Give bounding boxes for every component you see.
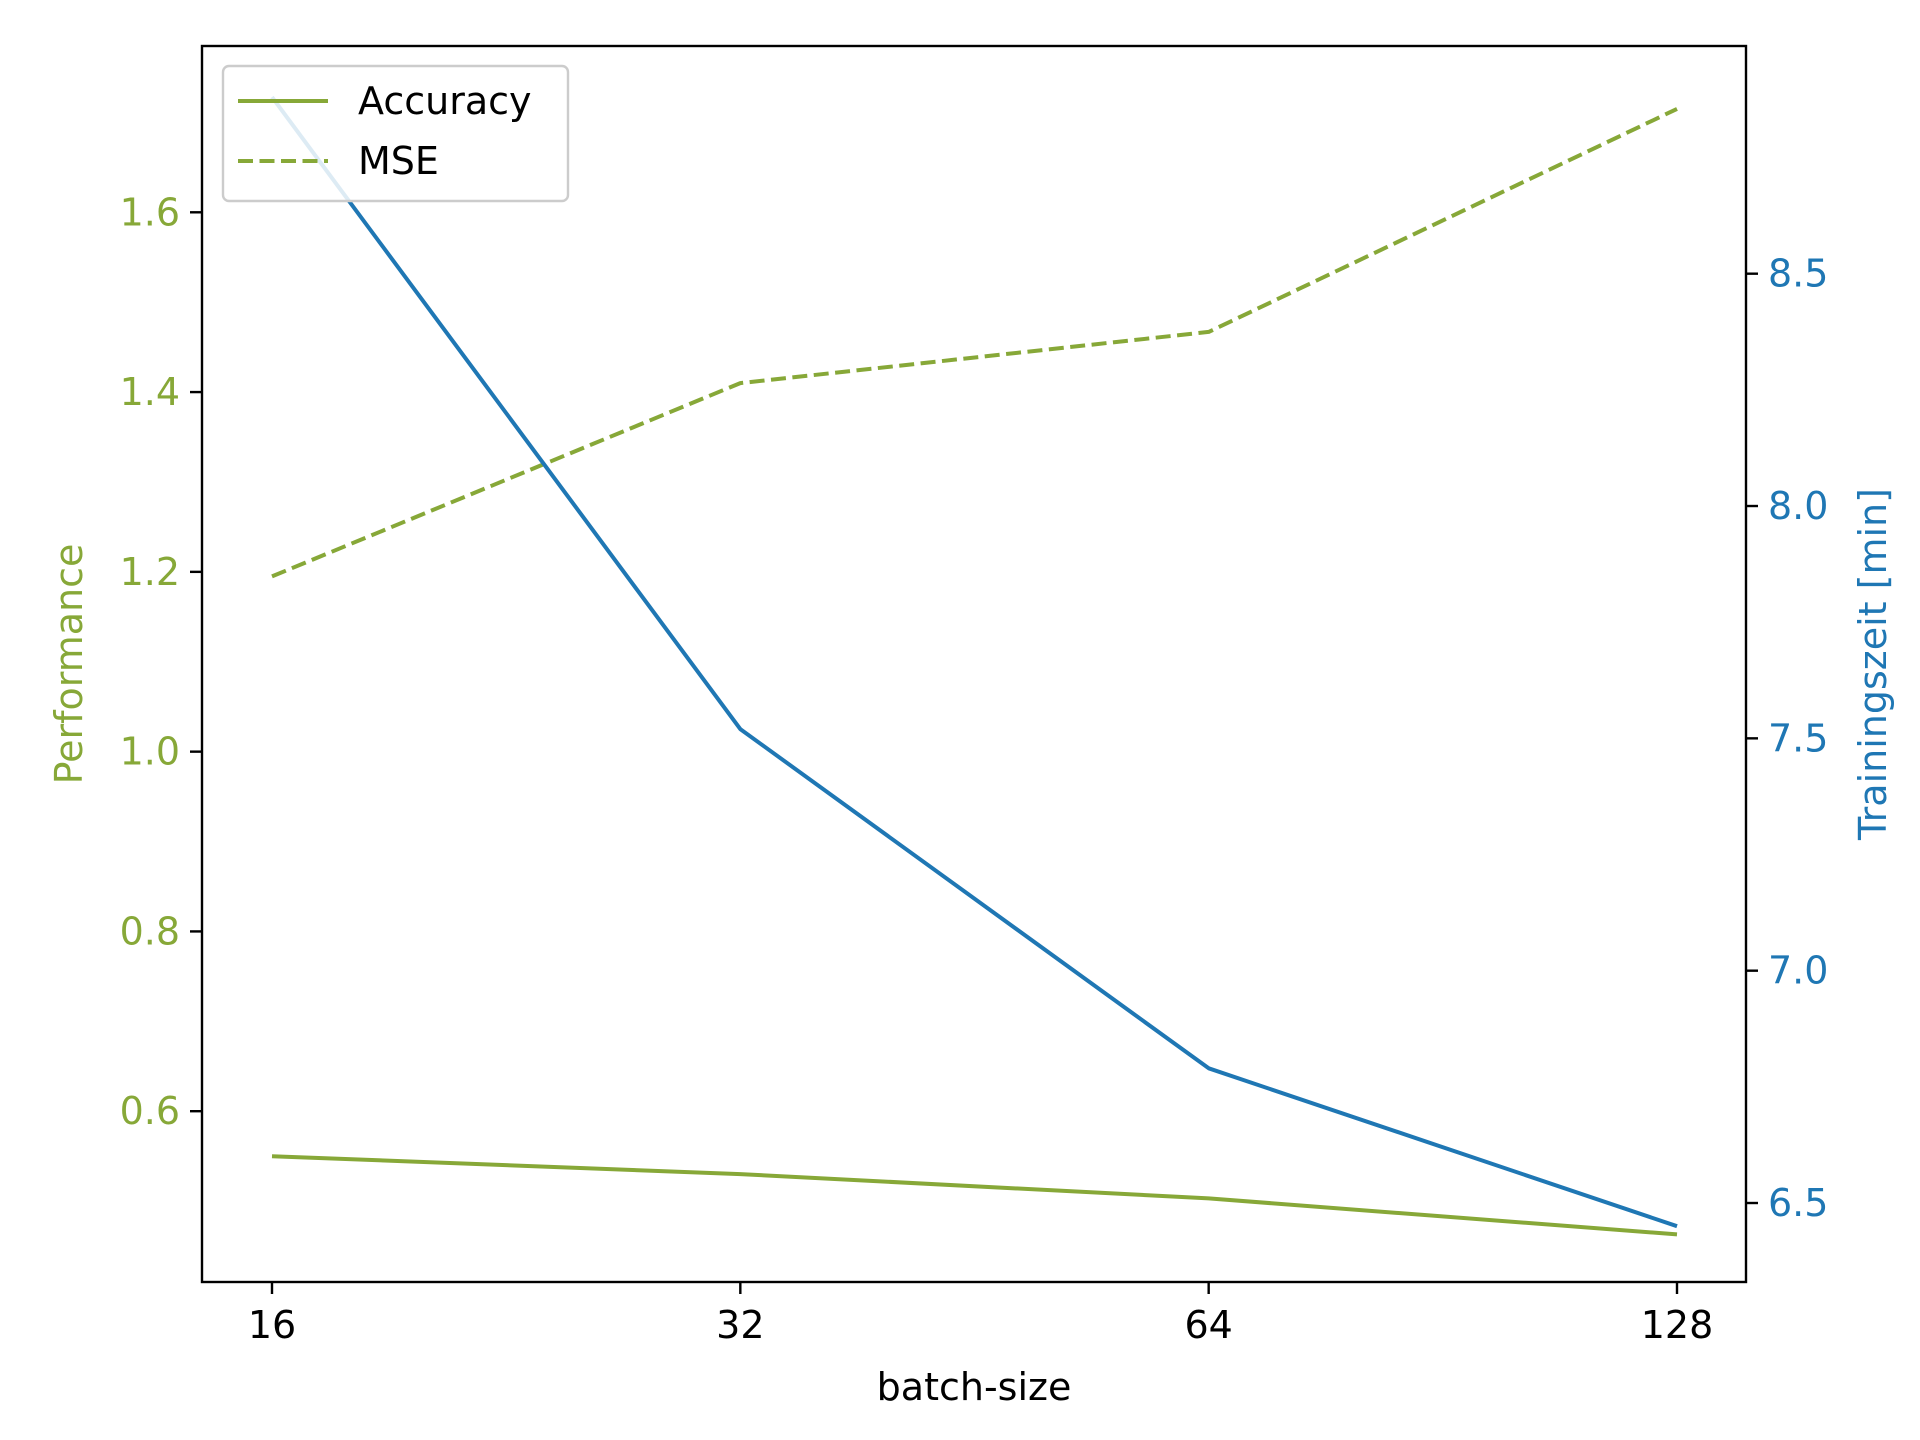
- y-left-tick-label: 0.6: [120, 1089, 180, 1133]
- x-tick-label: 128: [1641, 1303, 1714, 1347]
- x-tick-label: 16: [248, 1303, 296, 1347]
- x-axis-label: batch-size: [877, 1365, 1072, 1409]
- y-right-tick-label: 6.5: [1768, 1181, 1828, 1225]
- y-right-tick-label: 7.5: [1768, 716, 1828, 760]
- y-right-tick-label: 8.0: [1768, 484, 1828, 528]
- y-left-tick-label: 1.0: [120, 730, 180, 774]
- legend-label-accuracy: Accuracy: [358, 79, 532, 123]
- legend-label-mse: MSE: [358, 139, 439, 183]
- mse-line: [271, 107, 1678, 579]
- y-right-tick-label: 8.5: [1768, 252, 1828, 296]
- y-left-tick-label: 0.8: [120, 909, 180, 953]
- y-left-tick-label: 1.6: [120, 190, 180, 234]
- chart-marks: [270, 95, 1678, 1237]
- y-axis-right-label: Trainingszeit [min]: [1851, 488, 1895, 841]
- y-right-tick-label: 7.0: [1768, 949, 1828, 993]
- y-left-tick-label: 1.2: [120, 550, 180, 594]
- y-axis-left-label: Performance: [47, 544, 91, 785]
- legend: Accuracy MSE: [221, 64, 570, 203]
- accuracy-line: [271, 1154, 1678, 1237]
- plot-frame: [200, 44, 1748, 1284]
- axis-ticks: 16 32 64 128 0.6 0.8 1.0 1.2 1.4 1.6 6.5 7.0 7.5 8.0 8…: [120, 190, 1829, 1347]
- x-tick-label: 32: [716, 1303, 764, 1347]
- y-left-tick-label: 1.4: [120, 370, 180, 414]
- x-tick-label: 64: [1184, 1303, 1232, 1347]
- training-time-line: [270, 95, 1678, 1229]
